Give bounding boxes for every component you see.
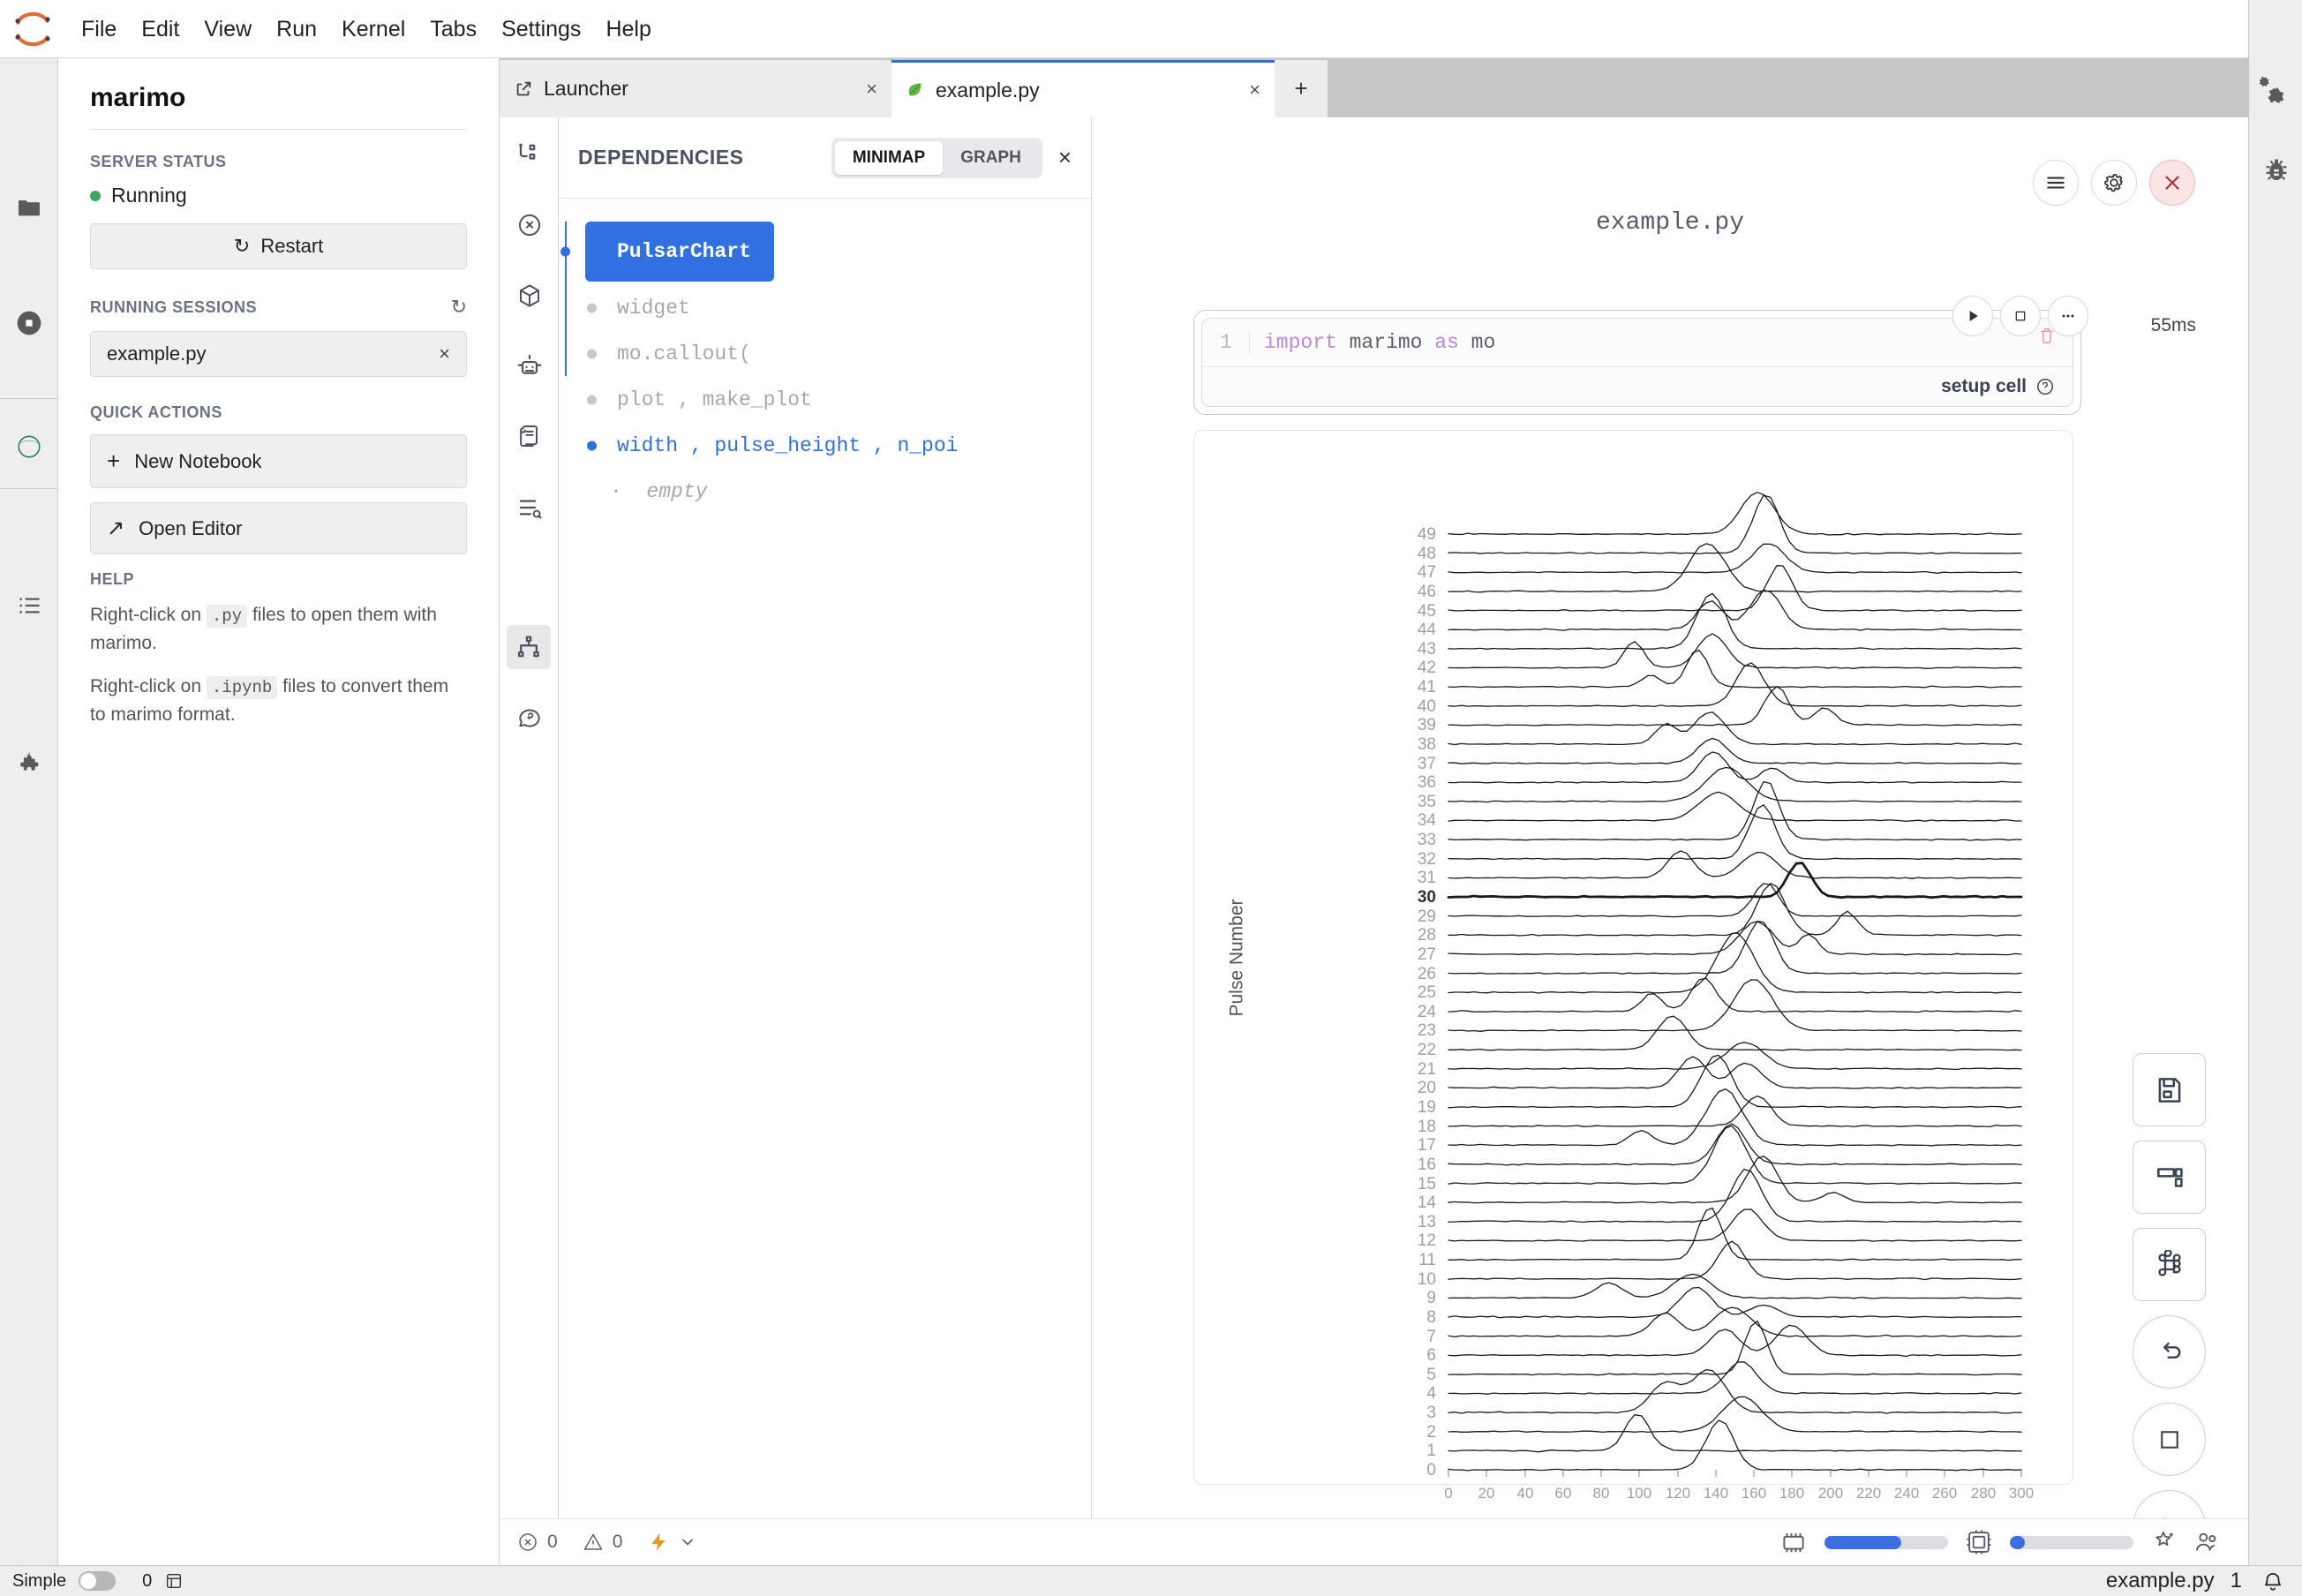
svg-text:180: 180 — [1779, 1485, 1804, 1502]
svg-text:44: 44 — [1418, 621, 1437, 639]
svg-text:43: 43 — [1418, 640, 1436, 659]
svg-text:12: 12 — [1418, 1231, 1436, 1250]
svg-text:200: 200 — [1818, 1485, 1843, 1502]
svg-text:0: 0 — [1444, 1485, 1452, 1502]
svg-text:35: 35 — [1418, 793, 1436, 811]
svg-text:4: 4 — [1426, 1384, 1436, 1403]
svg-text:160: 160 — [1742, 1485, 1766, 1502]
svg-text:11: 11 — [1418, 1251, 1436, 1269]
svg-text:260: 260 — [1932, 1485, 1957, 1502]
svg-text:29: 29 — [1418, 907, 1436, 926]
svg-text:34: 34 — [1418, 811, 1437, 830]
svg-text:47: 47 — [1418, 563, 1436, 582]
svg-text:36: 36 — [1418, 773, 1436, 792]
svg-text:20: 20 — [1418, 1079, 1436, 1097]
svg-text:37: 37 — [1418, 755, 1436, 773]
svg-text:33: 33 — [1418, 831, 1436, 849]
svg-text:23: 23 — [1418, 1021, 1436, 1040]
svg-text:100: 100 — [1627, 1485, 1651, 1502]
svg-text:24: 24 — [1418, 1003, 1437, 1021]
svg-text:17: 17 — [1418, 1136, 1436, 1155]
svg-text:6: 6 — [1426, 1346, 1436, 1365]
svg-text:25: 25 — [1418, 983, 1436, 1002]
svg-text:19: 19 — [1418, 1098, 1436, 1117]
svg-text:2: 2 — [1426, 1423, 1436, 1442]
svg-text:13: 13 — [1418, 1213, 1436, 1231]
svg-text:14: 14 — [1418, 1193, 1437, 1212]
svg-text:45: 45 — [1418, 602, 1436, 621]
svg-text:0: 0 — [1426, 1461, 1436, 1479]
svg-text:31: 31 — [1418, 869, 1436, 887]
svg-text:80: 80 — [1593, 1485, 1610, 1502]
svg-text:280: 280 — [1971, 1485, 1996, 1502]
svg-text:7: 7 — [1426, 1328, 1436, 1346]
svg-text:120: 120 — [1666, 1485, 1690, 1502]
svg-text:32: 32 — [1418, 850, 1436, 869]
svg-text:16: 16 — [1418, 1156, 1436, 1174]
svg-text:240: 240 — [1894, 1485, 1919, 1502]
svg-text:20: 20 — [1478, 1485, 1495, 1502]
svg-text:40: 40 — [1418, 697, 1436, 716]
svg-text:22: 22 — [1418, 1041, 1436, 1059]
svg-text:21: 21 — [1418, 1060, 1436, 1079]
svg-text:8: 8 — [1426, 1308, 1436, 1327]
svg-text:26: 26 — [1418, 965, 1436, 983]
svg-text:18: 18 — [1418, 1118, 1436, 1136]
svg-text:46: 46 — [1418, 583, 1436, 601]
svg-text:30: 30 — [1418, 888, 1436, 907]
svg-text:140: 140 — [1704, 1485, 1728, 1502]
svg-text:1: 1 — [1426, 1442, 1436, 1460]
svg-text:300: 300 — [2009, 1485, 2034, 1502]
svg-text:220: 220 — [1856, 1485, 1881, 1502]
svg-text:48: 48 — [1418, 545, 1436, 563]
svg-text:41: 41 — [1418, 678, 1436, 696]
svg-text:49: 49 — [1418, 525, 1436, 544]
svg-text:27: 27 — [1418, 945, 1436, 964]
svg-text:38: 38 — [1418, 735, 1436, 754]
svg-text:40: 40 — [1517, 1485, 1534, 1502]
svg-text:10: 10 — [1418, 1270, 1436, 1289]
svg-text:9: 9 — [1426, 1289, 1436, 1307]
svg-text:39: 39 — [1418, 716, 1436, 734]
svg-text:60: 60 — [1555, 1485, 1572, 1502]
svg-text:5: 5 — [1426, 1366, 1436, 1384]
svg-text:15: 15 — [1418, 1175, 1436, 1193]
svg-text:3: 3 — [1426, 1404, 1436, 1422]
svg-text:28: 28 — [1418, 926, 1436, 945]
svg-text:42: 42 — [1418, 659, 1436, 677]
